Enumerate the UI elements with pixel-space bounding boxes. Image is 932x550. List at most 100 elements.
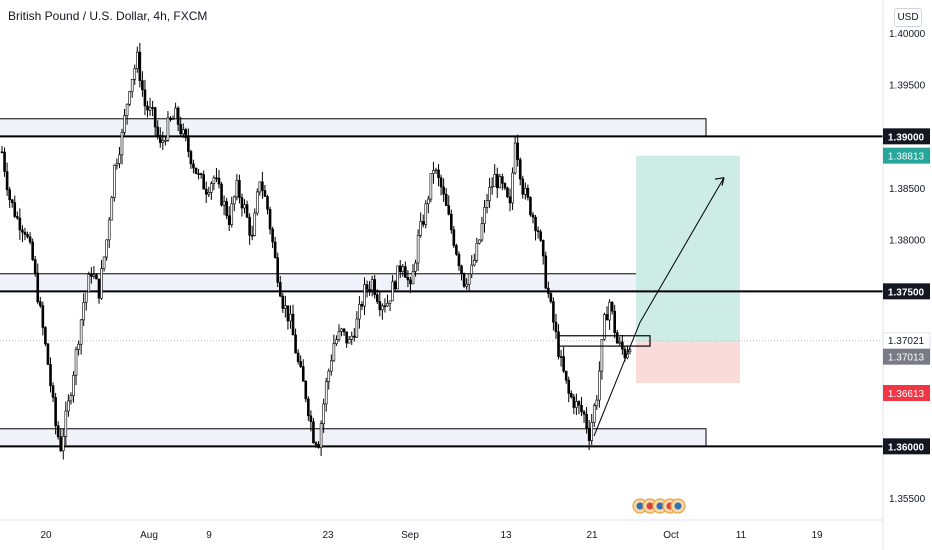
- sr-zone[interactable]: [0, 428, 707, 447]
- candle-body: [202, 174, 205, 190]
- candle-body: [483, 207, 486, 224]
- candle-body: [488, 186, 491, 202]
- sr-zone[interactable]: [0, 273, 707, 292]
- candle-body: [411, 271, 415, 285]
- candle-body: [355, 318, 359, 338]
- candle-body: [38, 301, 42, 306]
- candle-body: [128, 91, 131, 105]
- flag-icon: [674, 502, 682, 510]
- candle-body: [120, 132, 124, 156]
- x-tick-label: 21: [586, 530, 598, 541]
- candle-body: [95, 274, 98, 280]
- candle-body: [337, 331, 341, 340]
- candle-body: [284, 305, 287, 309]
- candle-body: [187, 137, 190, 152]
- candle-body: [33, 259, 37, 274]
- candle-body: [184, 129, 188, 139]
- candle-body: [332, 343, 336, 362]
- x-tick-label: Aug: [140, 530, 158, 541]
- candle-body: [567, 379, 571, 394]
- candle-body: [462, 273, 466, 287]
- candle-body: [330, 360, 333, 372]
- projection-arrow-line[interactable]: [639, 177, 725, 323]
- candle-body: [429, 173, 433, 200]
- entry-box[interactable]: [557, 335, 651, 347]
- candle-body: [138, 51, 142, 81]
- candle-body: [100, 268, 103, 299]
- candle-body: [416, 235, 420, 264]
- candle-body: [386, 303, 389, 307]
- candle-body: [235, 180, 239, 198]
- candle-body: [580, 404, 583, 413]
- stop-zone[interactable]: [636, 341, 740, 383]
- candle-body: [123, 115, 126, 133]
- candle-body: [608, 301, 611, 321]
- target-price-label: 1.38813: [888, 152, 925, 163]
- candle-body: [472, 260, 476, 266]
- candle-body: [595, 399, 599, 407]
- candle-body: [375, 294, 379, 302]
- candle-body: [562, 356, 565, 372]
- candle-body: [79, 319, 83, 345]
- candle-body: [296, 352, 300, 362]
- candle-body: [516, 142, 519, 160]
- candle-body: [255, 191, 259, 214]
- candle-body: [350, 335, 354, 340]
- candle-body: [258, 181, 262, 193]
- trend-line[interactable]: [593, 322, 641, 437]
- candle-body: [286, 305, 290, 322]
- candle-body: [363, 284, 366, 307]
- candle-body: [383, 305, 387, 308]
- currency-badge[interactable]: USD: [894, 8, 922, 27]
- candle-body: [340, 328, 343, 332]
- candle-body: [554, 321, 558, 333]
- candle-body: [317, 444, 320, 448]
- x-tick-label: 19: [811, 530, 823, 541]
- candle-body: [587, 427, 591, 441]
- level-price-badge: [883, 128, 930, 145]
- candle-body: [199, 173, 203, 175]
- flag-icon: [656, 502, 664, 510]
- sr-zone[interactable]: [0, 118, 707, 137]
- candle-body: [539, 231, 542, 241]
- candle-body: [549, 293, 553, 302]
- candle-body: [314, 442, 318, 445]
- candle-body: [547, 287, 550, 294]
- candle-body: [447, 205, 451, 215]
- candle-body: [179, 124, 182, 135]
- candle-body: [156, 126, 160, 136]
- candle-body: [618, 341, 622, 344]
- candle-body: [370, 279, 374, 291]
- candle-body: [508, 196, 512, 204]
- x-tick-label: 23: [322, 530, 334, 541]
- candle-body: [227, 215, 231, 225]
- candle-body: [575, 401, 578, 408]
- candle-body: [261, 181, 264, 191]
- candle-body: [72, 374, 75, 396]
- candle-body: [391, 281, 394, 302]
- x-tick-label: Oct: [663, 530, 679, 541]
- candle-body: [590, 422, 594, 441]
- candle-body: [470, 264, 474, 275]
- x-tick-label: Sep: [401, 530, 419, 541]
- candle-body: [592, 405, 596, 423]
- candle-body: [18, 217, 22, 231]
- candle-body: [404, 266, 407, 278]
- candle-body: [238, 180, 241, 198]
- candle-body: [414, 262, 417, 272]
- level-price-label: 1.37500: [888, 287, 925, 298]
- candle-body: [102, 256, 106, 269]
- candle-body: [289, 313, 292, 322]
- candle-body: [192, 163, 195, 169]
- entry-price-badge: [883, 348, 930, 365]
- candle-body: [613, 310, 616, 333]
- candle-body: [424, 203, 428, 225]
- candle-body: [84, 291, 88, 303]
- candle-body: [513, 142, 517, 174]
- target-zone[interactable]: [636, 155, 740, 342]
- candle-body: [577, 401, 581, 406]
- candle-body: [281, 295, 285, 309]
- candle-body: [271, 228, 274, 243]
- target-price-badge: [883, 147, 930, 164]
